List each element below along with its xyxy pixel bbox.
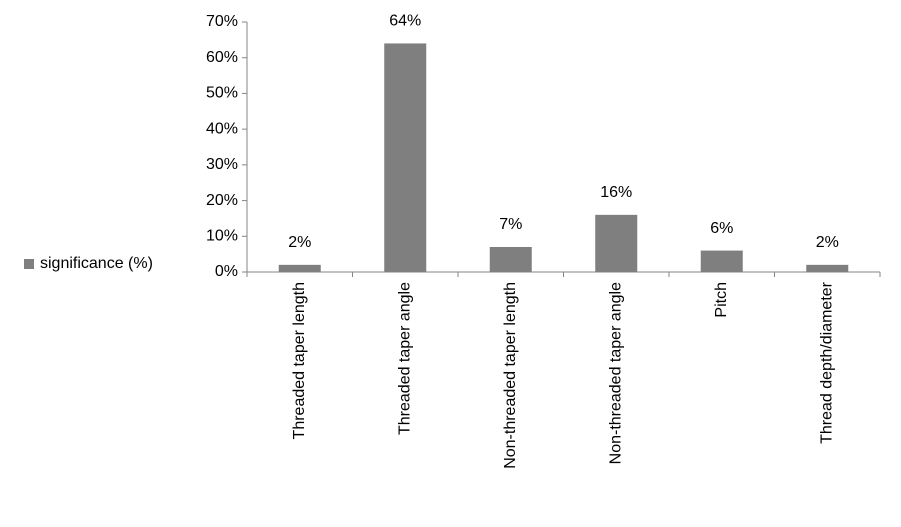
legend-label: significance (%) [40,255,153,272]
y-tick-label: 60% [206,49,238,66]
legend-swatch [24,259,34,269]
x-tick-label: Thread depth/diameter [818,281,835,444]
x-tick-label: Threaded taper angle [396,282,413,435]
bar [278,264,321,272]
y-tick-label: 70% [206,13,238,30]
x-tick-label: Non-threaded taper length [502,282,519,469]
y-tick-label: 20% [206,192,238,209]
y-tick-label: 50% [206,85,238,102]
y-tick-label: 0% [215,263,238,280]
bar [595,214,638,272]
data-label: 16% [600,184,632,201]
data-label: 6% [710,220,733,237]
data-label: 64% [389,13,421,30]
y-tick-label: 10% [206,228,238,245]
x-tick-label: Non-threaded taper angle [607,282,624,464]
bar [700,250,743,272]
data-label: 2% [288,234,311,251]
bar [806,264,849,272]
x-tick-label: Pitch [713,282,730,318]
y-tick-label: 30% [206,156,238,173]
data-label: 7% [499,216,522,233]
data-label: 2% [816,234,839,251]
x-tick-label: Threaded taper length [291,282,308,439]
bar [384,43,427,272]
bar [489,247,532,272]
y-tick-label: 40% [206,120,238,137]
